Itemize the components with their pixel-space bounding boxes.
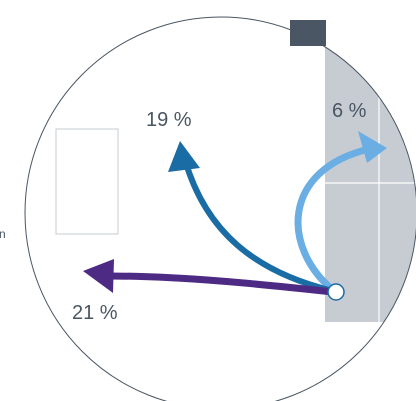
label-left-pct: 21 % bbox=[72, 302, 118, 324]
side-panel bbox=[325, 46, 416, 322]
side-panel-group bbox=[325, 46, 416, 322]
header-block bbox=[290, 20, 326, 46]
arrow-up-right bbox=[294, 131, 387, 293]
label-up-left-pct: 19 % bbox=[146, 109, 192, 131]
arrow-left bbox=[83, 259, 334, 296]
edge-text-fragment: n bbox=[0, 227, 6, 241]
label-up-right-pct: 6 % bbox=[332, 100, 367, 122]
left-zone-outline bbox=[55, 128, 119, 235]
arrow-up-left bbox=[168, 141, 334, 294]
outer-circle bbox=[24, 16, 416, 401]
hollow-circle-icon bbox=[327, 283, 345, 301]
